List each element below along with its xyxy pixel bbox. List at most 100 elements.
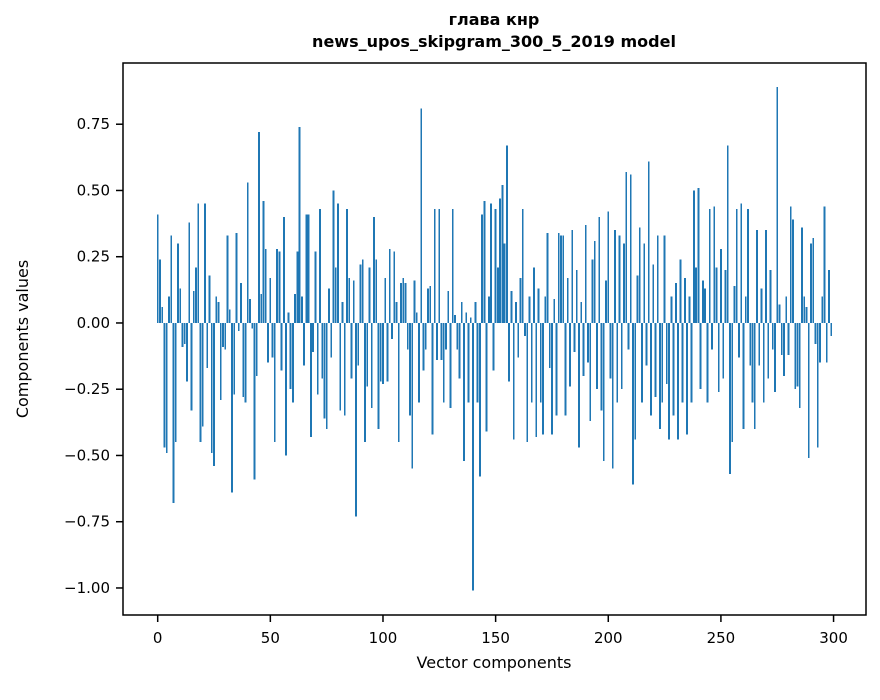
bar	[720, 248, 722, 323]
bar	[458, 322, 461, 379]
bar	[548, 322, 551, 369]
bar	[688, 296, 691, 323]
y-tick-label: 0.50	[77, 181, 110, 199]
bar	[611, 322, 614, 469]
bar	[681, 322, 684, 403]
bar	[262, 201, 265, 323]
bar	[303, 322, 306, 366]
bar	[539, 322, 542, 403]
bar	[767, 322, 770, 379]
bar	[422, 322, 425, 371]
bar	[291, 322, 294, 403]
bar	[406, 322, 409, 350]
bar	[510, 291, 513, 323]
bar	[627, 322, 630, 350]
bar	[436, 322, 438, 361]
bar	[316, 322, 319, 395]
bar	[375, 259, 378, 323]
bar	[330, 322, 333, 358]
bar	[821, 296, 824, 323]
bar	[524, 322, 526, 337]
bar	[267, 322, 269, 363]
bar	[429, 285, 432, 323]
bar	[260, 293, 263, 323]
bar	[186, 322, 188, 382]
bar	[298, 126, 301, 323]
bar	[411, 322, 414, 469]
bar	[560, 235, 562, 323]
bar	[796, 322, 799, 387]
bar	[355, 322, 357, 517]
bar	[379, 322, 382, 382]
bar	[305, 214, 308, 323]
bar	[740, 203, 743, 323]
bar	[388, 248, 391, 323]
bar	[307, 214, 310, 323]
bar	[483, 201, 486, 323]
bar	[711, 322, 713, 350]
x-tick-label: 150	[481, 629, 510, 647]
bar	[485, 322, 488, 432]
bar	[717, 322, 720, 392]
bars-group	[156, 87, 833, 591]
bar	[440, 322, 443, 361]
bar	[551, 322, 553, 435]
bar	[803, 296, 806, 323]
bar	[478, 322, 481, 477]
bar	[830, 322, 833, 337]
bar	[634, 322, 637, 440]
bar	[805, 307, 808, 323]
bar	[641, 322, 643, 403]
bar	[359, 264, 362, 323]
bar	[427, 288, 429, 323]
bar	[708, 209, 711, 323]
bar	[339, 322, 342, 411]
bar	[409, 322, 411, 416]
bar	[661, 322, 664, 403]
bar	[699, 322, 702, 390]
bar	[616, 322, 619, 403]
x-axis-label: Vector components	[417, 653, 572, 672]
bar	[244, 322, 247, 403]
bar	[652, 264, 655, 323]
bar	[264, 248, 267, 323]
bar	[163, 322, 166, 448]
bar	[170, 235, 173, 323]
bar	[683, 277, 686, 323]
bar	[620, 322, 623, 390]
bar	[692, 190, 695, 323]
bar	[744, 296, 747, 323]
bar	[341, 301, 344, 323]
bar	[361, 259, 364, 323]
bar	[823, 206, 826, 323]
x-tick-label: 250	[707, 629, 736, 647]
bar	[465, 312, 468, 323]
bar	[508, 322, 511, 382]
bar	[325, 322, 328, 429]
bar	[659, 322, 661, 429]
bar	[643, 243, 646, 323]
bar	[395, 301, 398, 323]
bar	[206, 322, 209, 369]
bar	[400, 283, 402, 323]
bar	[695, 267, 698, 323]
bar	[573, 322, 576, 353]
bar	[629, 174, 632, 323]
bar	[738, 322, 740, 358]
bar	[161, 307, 164, 323]
y-tick-label: −0.75	[64, 513, 110, 531]
bar	[300, 296, 303, 323]
bar	[289, 322, 292, 390]
bar	[656, 235, 659, 323]
bar	[172, 322, 175, 504]
bar	[697, 187, 700, 323]
bar	[701, 280, 704, 323]
bar	[237, 322, 240, 331]
bar	[240, 283, 242, 323]
bar	[188, 222, 191, 323]
bar	[314, 251, 317, 323]
bar	[366, 322, 369, 387]
bar	[810, 243, 812, 323]
bar	[204, 203, 206, 323]
